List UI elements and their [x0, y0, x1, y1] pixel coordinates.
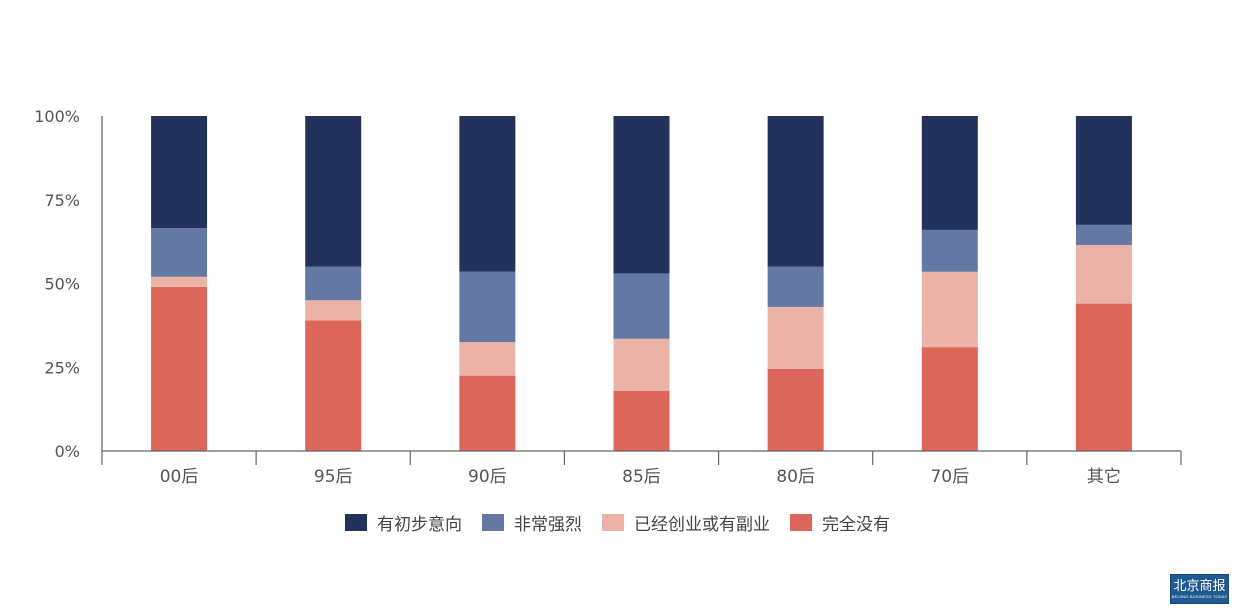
bar-segment [1075, 224, 1132, 245]
bar-segment [459, 342, 516, 376]
bar-segment [459, 375, 516, 452]
axes-group: 0% 25% 50% 75% 100% 00后 95后 90后 85后 80后 70后 其它 [34, 107, 1182, 487]
bar-segment [305, 300, 362, 321]
bar-segment [921, 271, 978, 348]
bar-segment [613, 116, 670, 274]
bar-segment [767, 368, 824, 451]
publisher-logo-subtitle: BEIJING BUSINESS TODAY [1171, 593, 1228, 599]
bar-segment [459, 271, 516, 343]
legend-item: 有初步意向 [345, 510, 462, 535]
bar-segment [305, 116, 362, 267]
legend-item: 完全没有 [790, 510, 890, 535]
x-category-label: 00后 [160, 467, 199, 487]
x-category-label: 80后 [776, 467, 815, 487]
y-tick-label: 25% [44, 358, 80, 377]
legend-item: 已经创业或有副业 [602, 510, 770, 535]
legend-swatch [790, 514, 812, 531]
bar-segment [305, 320, 362, 451]
bar-segment [613, 390, 670, 451]
x-category-label: 其它 [1087, 467, 1121, 487]
bar-segment [151, 286, 208, 451]
bar-segment [921, 229, 978, 272]
bar-segment [767, 266, 824, 307]
bar-segment [459, 116, 516, 272]
bars-group [151, 116, 1132, 452]
bar-segment [613, 273, 670, 339]
legend-label: 已经创业或有副业 [634, 515, 770, 535]
y-tick-label: 0% [55, 442, 80, 461]
bar-segment [151, 228, 208, 277]
bar-segment [151, 116, 208, 229]
x-category-label: 85后 [622, 467, 661, 487]
legend: 有初步意向 非常强烈 已经创业或有副业 完全没有 [0, 510, 1235, 535]
publisher-logo: 北京商报 BEIJING BUSINESS TODAY [1170, 574, 1229, 604]
legend-swatch [602, 514, 624, 531]
legend-label: 有初步意向 [377, 515, 462, 535]
bar-segment [1075, 303, 1132, 451]
bar-segment [305, 266, 362, 301]
y-tick-label: 75% [44, 191, 80, 210]
publisher-logo-title: 北京商报 [1173, 578, 1226, 594]
y-tick-label: 50% [44, 275, 80, 294]
x-category-label: 90后 [468, 467, 507, 487]
bar-segment [1075, 116, 1132, 225]
legend-swatch [482, 514, 504, 531]
bar-segment [1075, 244, 1132, 304]
bar-segment [767, 116, 824, 267]
legend-item: 非常强烈 [482, 510, 582, 535]
x-category-label: 70后 [930, 467, 969, 487]
bar-segment [151, 276, 208, 287]
bar-segment [921, 116, 978, 230]
legend-label: 完全没有 [822, 515, 890, 535]
legend-swatch [345, 514, 367, 531]
y-tick-label: 100% [34, 107, 80, 126]
x-category-label: 95后 [314, 467, 353, 487]
legend-label: 非常强烈 [514, 515, 582, 535]
bar-segment [613, 338, 670, 391]
bar-segment [767, 306, 824, 369]
bar-segment [921, 347, 978, 451]
